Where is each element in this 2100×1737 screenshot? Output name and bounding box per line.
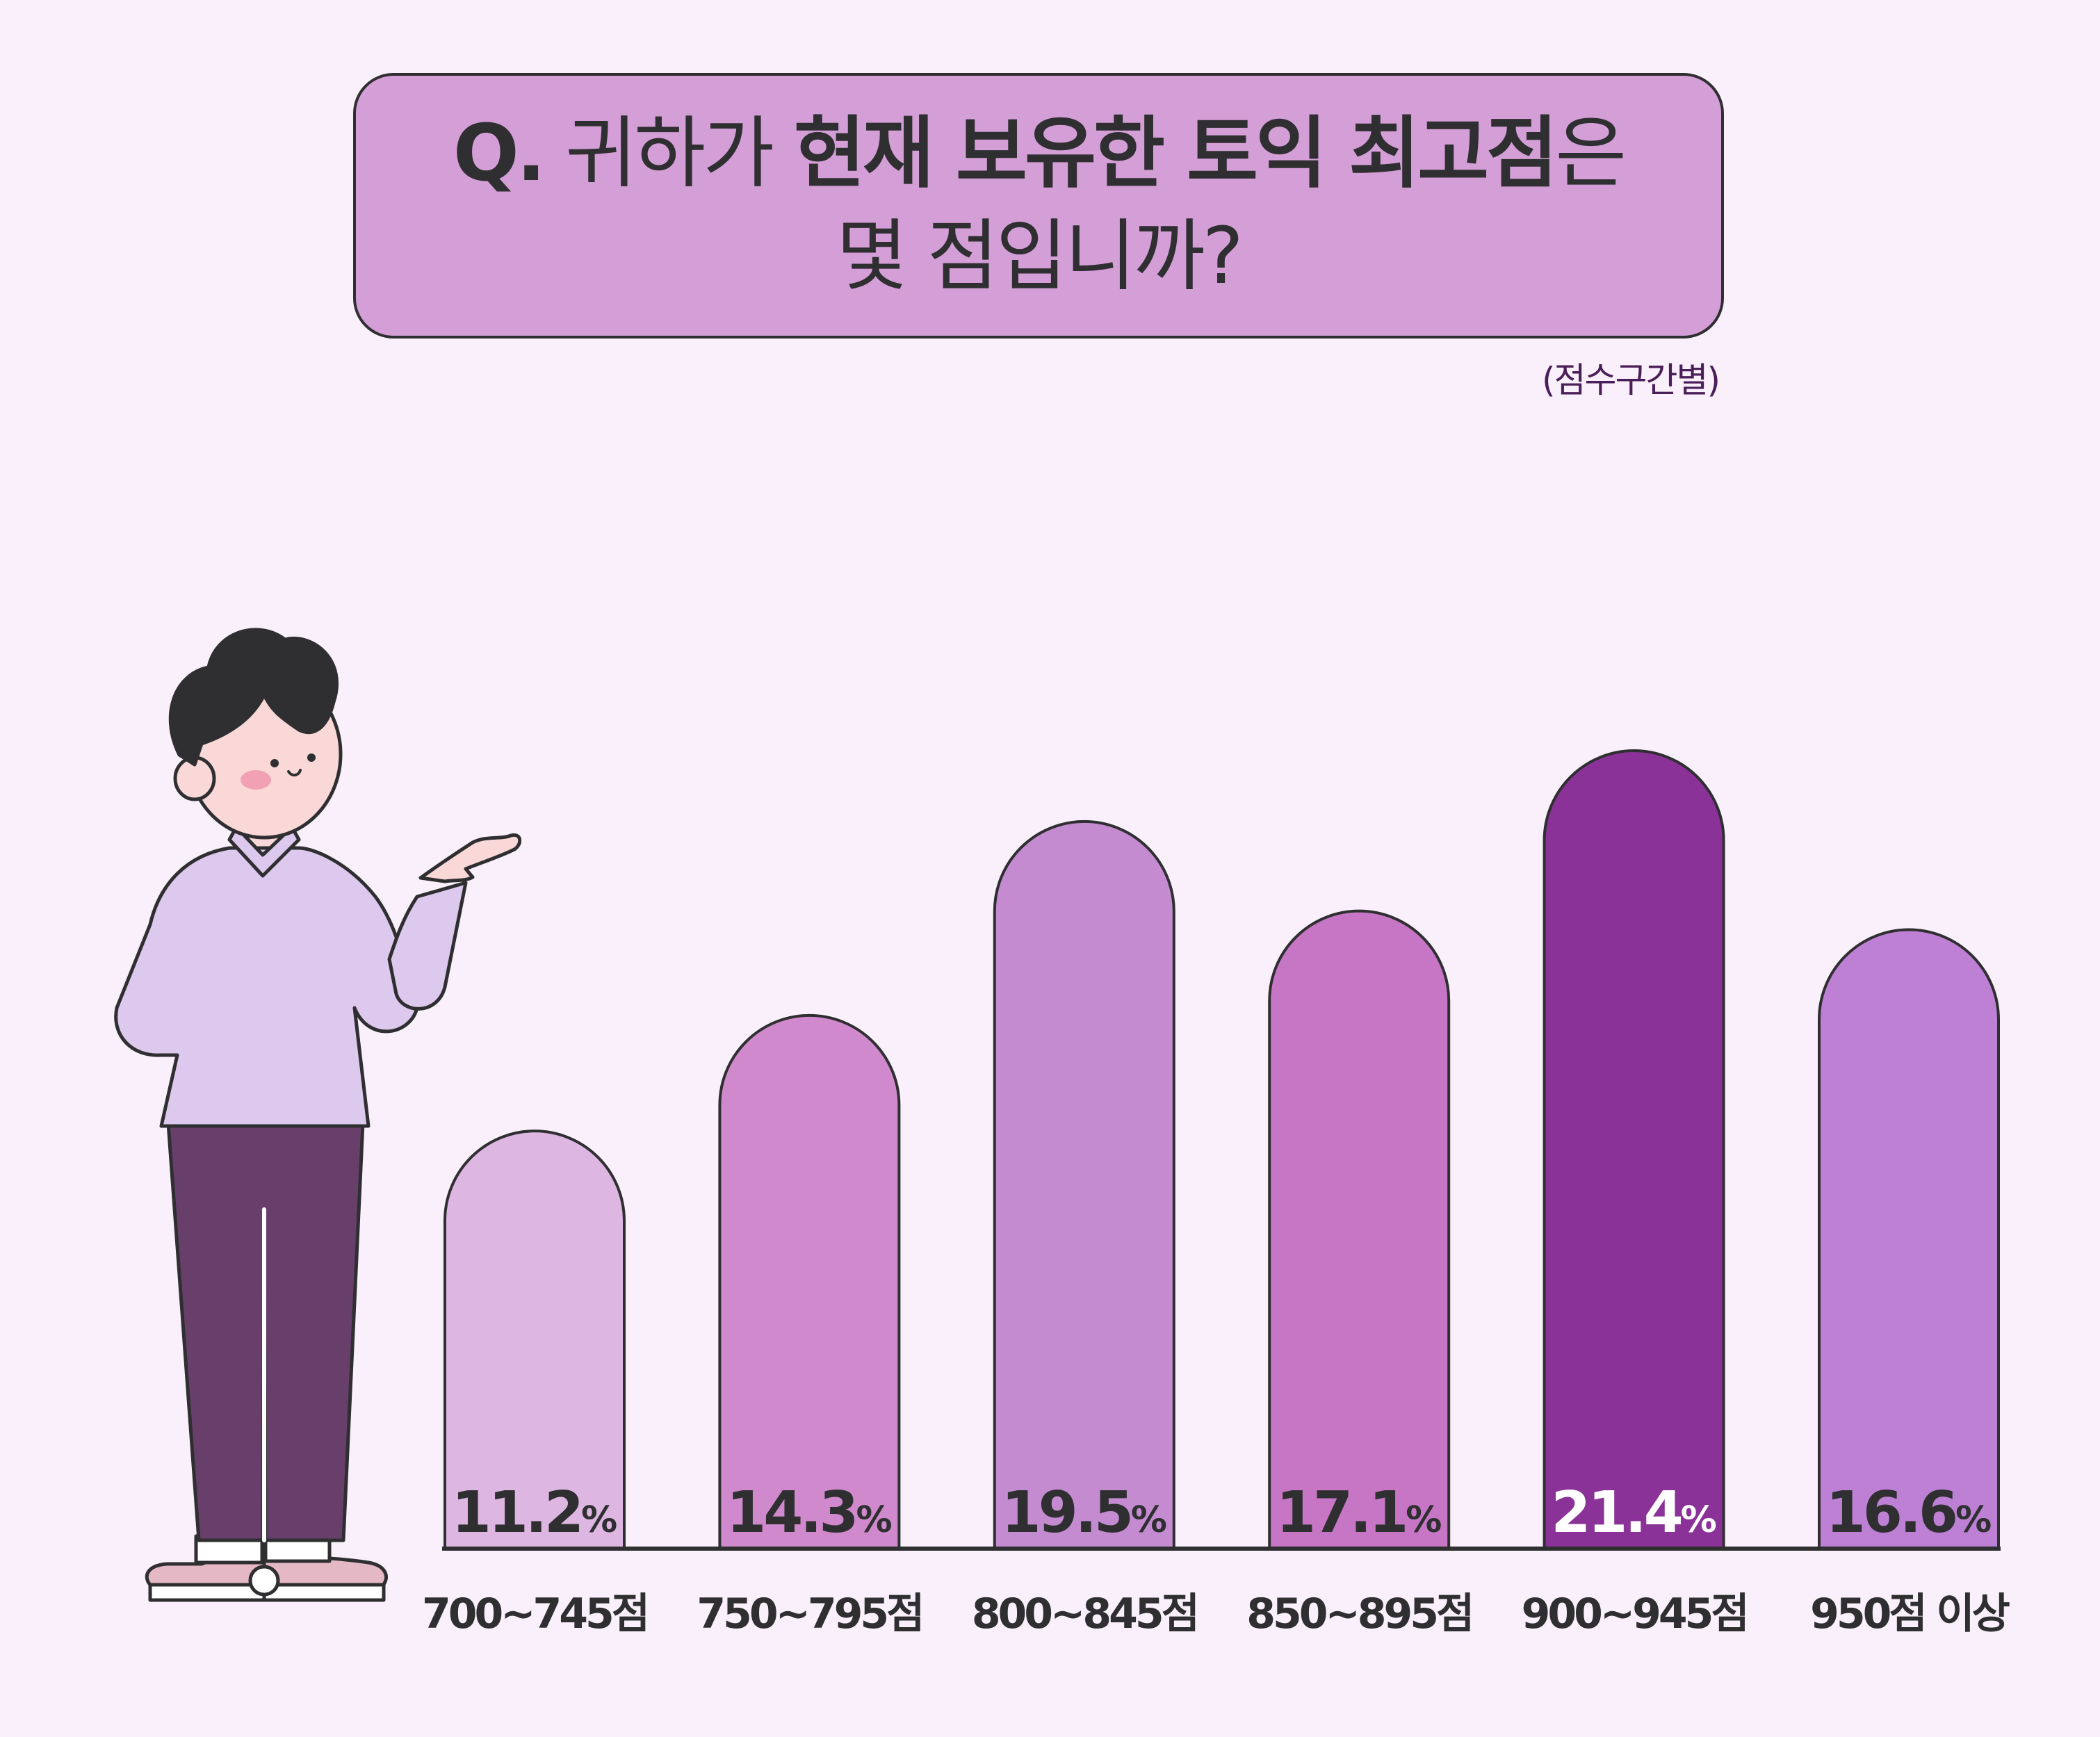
- category-label-2: 750~795점: [697, 1590, 922, 1638]
- bar-1: [443, 1130, 626, 1550]
- question-text-normal: 귀하가: [565, 108, 794, 199]
- question-line-2: 몇 점입니까?: [836, 211, 1244, 302]
- chart-subtitle: (점수구간별): [1541, 360, 1720, 400]
- value-label-2: 14.3%: [726, 1480, 892, 1546]
- person-illustration: [114, 628, 521, 1602]
- eye-left: [270, 759, 279, 767]
- question-mark: Q.: [453, 108, 546, 199]
- hand: [418, 833, 521, 883]
- bar-4: [1268, 909, 1451, 1550]
- question-text-suffix: 은: [1555, 108, 1627, 199]
- hair: [168, 628, 339, 767]
- cheek: [241, 770, 271, 790]
- raised-arm: [387, 881, 468, 1011]
- value-label-1: 11.2%: [452, 1480, 617, 1546]
- category-label-4: 850~895점: [1246, 1590, 1472, 1638]
- value-label-4: 17.1%: [1276, 1480, 1442, 1546]
- value-label-3: 19.5%: [1002, 1480, 1167, 1546]
- value-label-5: 21.4%: [1551, 1480, 1716, 1546]
- bar-6: [1818, 928, 2000, 1550]
- bar-5: [1543, 749, 1725, 1550]
- bar-3: [993, 820, 1175, 1550]
- value-label-6: 16.6%: [1826, 1480, 1992, 1546]
- category-label-6: 950점 이상: [1810, 1590, 2010, 1638]
- bar-2: [718, 1013, 901, 1550]
- category-label-5: 900~945점: [1522, 1590, 1747, 1638]
- shirt: [114, 846, 419, 1128]
- question-line-1: Q. 귀하가 현재 보유한 토익 최고점은: [356, 105, 1721, 202]
- category-label-1: 700~745점: [422, 1590, 647, 1638]
- mouth: [287, 769, 302, 776]
- question-box: Q. 귀하가 현재 보유한 토익 최고점은 몇 점입니까?: [353, 73, 1724, 339]
- eye-right: [307, 753, 316, 762]
- category-label-3: 800~845점: [972, 1590, 1197, 1638]
- question-text-bold: 현재 보유한 토익 최고점: [793, 108, 1558, 199]
